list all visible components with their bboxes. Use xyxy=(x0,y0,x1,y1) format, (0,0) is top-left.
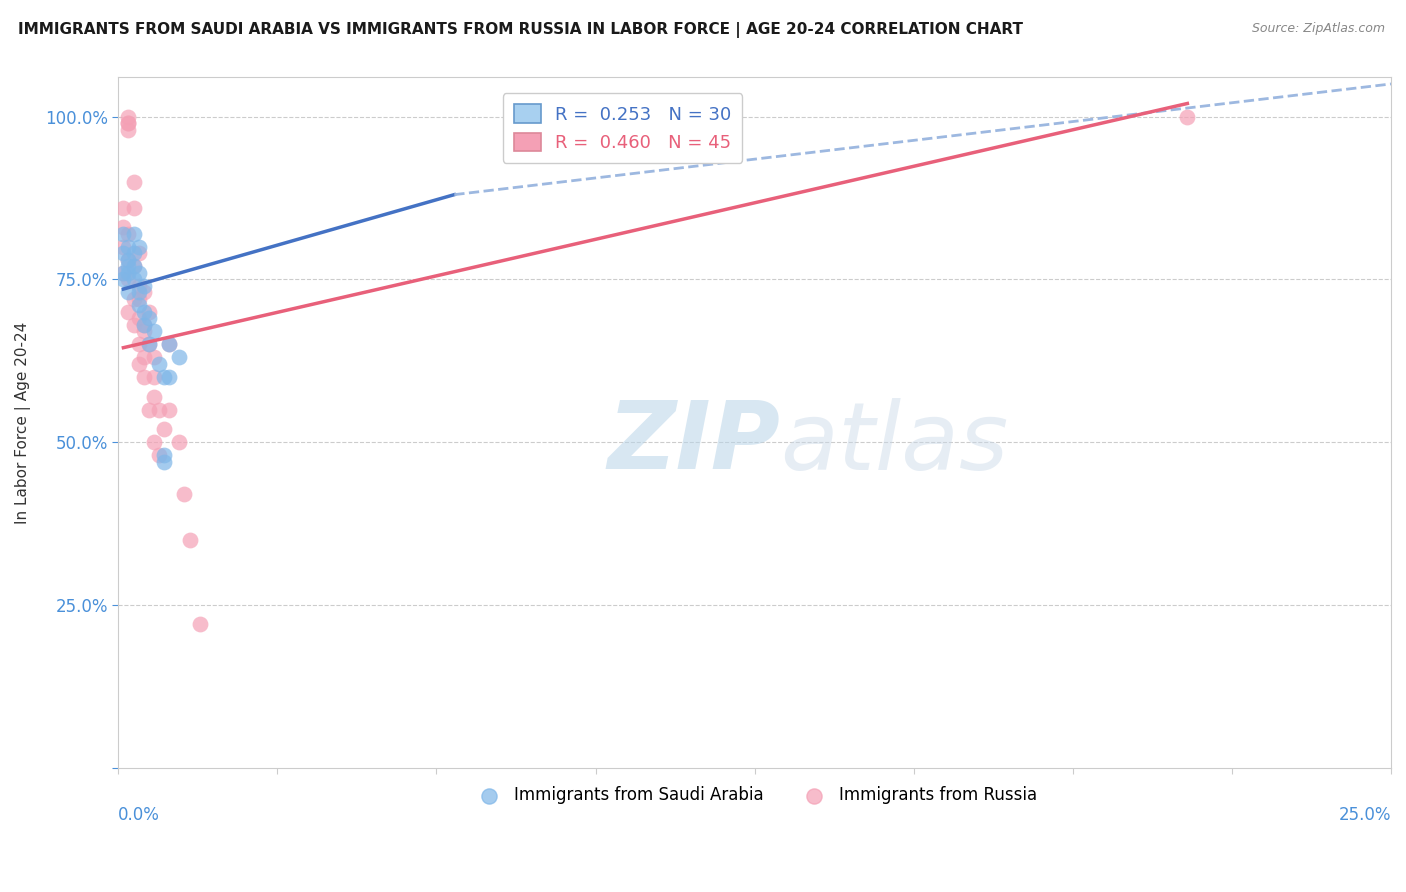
Point xyxy=(117,110,139,124)
Point xyxy=(142,435,165,450)
Point xyxy=(153,448,176,462)
Point xyxy=(122,201,145,215)
Point xyxy=(122,227,145,241)
Point xyxy=(112,227,135,241)
Text: ZIP: ZIP xyxy=(607,397,780,490)
Point xyxy=(132,278,155,293)
Point xyxy=(122,246,145,260)
Point xyxy=(117,272,139,286)
Point xyxy=(132,370,155,384)
Point xyxy=(148,357,170,371)
Point xyxy=(128,311,150,326)
Point xyxy=(117,266,139,280)
Point xyxy=(132,318,155,332)
Point xyxy=(117,240,139,254)
Point xyxy=(138,402,160,417)
Point xyxy=(153,422,176,436)
Point xyxy=(142,325,165,339)
Point xyxy=(117,116,139,130)
Point xyxy=(122,292,145,306)
Point xyxy=(122,272,145,286)
Point xyxy=(117,227,139,241)
Point xyxy=(117,305,139,319)
Point xyxy=(188,617,211,632)
Point xyxy=(128,278,150,293)
Point xyxy=(122,260,145,274)
Point xyxy=(128,298,150,312)
Point xyxy=(128,337,150,351)
Point xyxy=(112,266,135,280)
Point xyxy=(138,337,160,351)
Point xyxy=(132,351,155,365)
Point xyxy=(117,122,139,136)
Point xyxy=(128,240,150,254)
Point xyxy=(153,455,176,469)
Point xyxy=(128,266,150,280)
Point xyxy=(142,390,165,404)
Point xyxy=(117,260,139,274)
Point xyxy=(1177,110,1199,124)
Point xyxy=(122,175,145,189)
Point xyxy=(112,240,135,254)
Point xyxy=(142,370,165,384)
Point xyxy=(132,305,155,319)
Point xyxy=(169,351,191,365)
Point xyxy=(132,318,155,332)
Point xyxy=(117,252,139,267)
Point xyxy=(138,311,160,326)
Point xyxy=(142,351,165,365)
Point xyxy=(169,435,191,450)
Point xyxy=(157,402,180,417)
Point xyxy=(112,272,135,286)
Point xyxy=(132,325,155,339)
Point xyxy=(132,285,155,300)
Point xyxy=(112,220,135,235)
Point xyxy=(128,292,150,306)
Point xyxy=(122,318,145,332)
Point xyxy=(112,246,135,260)
Point xyxy=(128,285,150,300)
Point xyxy=(157,370,180,384)
Point xyxy=(117,116,139,130)
Point xyxy=(157,337,180,351)
Text: IMMIGRANTS FROM SAUDI ARABIA VS IMMIGRANTS FROM RUSSIA IN LABOR FORCE | AGE 20-2: IMMIGRANTS FROM SAUDI ARABIA VS IMMIGRAN… xyxy=(18,22,1024,38)
Legend: Immigrants from Saudi Arabia, Immigrants from Russia: Immigrants from Saudi Arabia, Immigrants… xyxy=(465,780,1043,811)
Point xyxy=(148,402,170,417)
Point xyxy=(179,533,201,547)
Text: Source: ZipAtlas.com: Source: ZipAtlas.com xyxy=(1251,22,1385,36)
Point xyxy=(157,337,180,351)
Point xyxy=(173,487,195,501)
Text: 0.0%: 0.0% xyxy=(118,805,160,823)
Point xyxy=(138,305,160,319)
Point xyxy=(148,448,170,462)
Point xyxy=(138,337,160,351)
Text: atlas: atlas xyxy=(780,398,1008,489)
Y-axis label: In Labor Force | Age 20-24: In Labor Force | Age 20-24 xyxy=(15,321,31,524)
Point xyxy=(117,285,139,300)
Point xyxy=(112,201,135,215)
Point xyxy=(117,252,139,267)
Text: 25.0%: 25.0% xyxy=(1339,805,1391,823)
Point xyxy=(122,260,145,274)
Point xyxy=(128,246,150,260)
Point xyxy=(112,266,135,280)
Point xyxy=(153,370,176,384)
Point xyxy=(128,357,150,371)
